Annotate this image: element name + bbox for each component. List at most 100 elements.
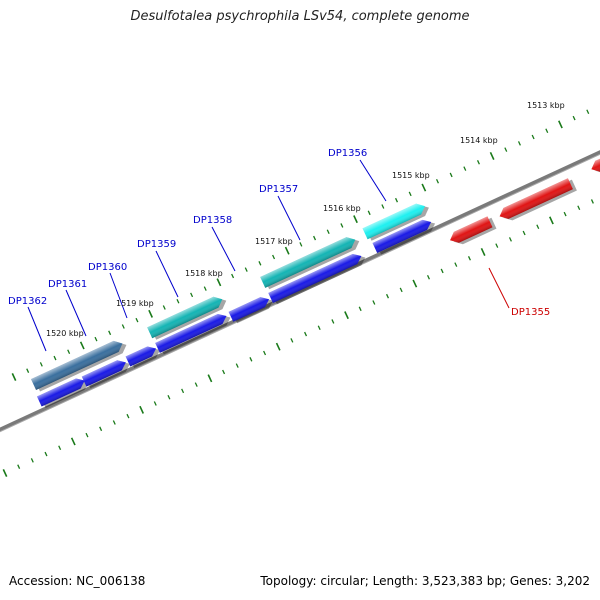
gene-label-dp1355[interactable]: DP1355 (511, 307, 550, 318)
minor-tick (167, 394, 171, 400)
gene-label-dp1358[interactable]: DP1358 (193, 215, 232, 226)
gene-arrow-dp1360 (125, 346, 161, 368)
major-tick (489, 152, 495, 160)
gene-arrow-shade (450, 216, 493, 243)
major-tick (139, 405, 145, 414)
genome-backbone (0, 150, 600, 432)
gene-label-dp1361[interactable]: DP1361 (48, 279, 87, 290)
ruler-label-1514: 1514 kbp (460, 136, 498, 145)
ruler-label-1520: 1520 kbp (46, 329, 84, 338)
minor-tick (317, 325, 321, 331)
gene-arrow-shade (228, 297, 270, 322)
genome-summary-text: Topology: circular; Length: 3,523,383 bp… (260, 574, 590, 588)
major-tick (70, 437, 76, 446)
minor-tick (476, 160, 480, 165)
major-tick (480, 248, 486, 256)
gene-label-dp1356[interactable]: DP1356 (328, 148, 367, 159)
minor-tick (326, 229, 330, 235)
outer-tick-ring (11, 103, 600, 381)
minor-tick (454, 262, 458, 267)
leader-line-6 (359, 159, 387, 202)
minor-tick (153, 401, 157, 406)
minor-tick (135, 317, 139, 323)
minor-tick (531, 134, 535, 140)
gene-track (31, 151, 600, 408)
minor-tick (590, 199, 594, 204)
minor-tick (194, 382, 198, 387)
major-tick (558, 120, 563, 129)
minor-tick (299, 242, 303, 247)
gene-arrow-reverse-2 (499, 178, 577, 221)
minor-tick (381, 204, 385, 209)
minor-tick (258, 261, 262, 266)
minor-tick (108, 330, 112, 336)
minor-tick (44, 451, 48, 457)
label-leader-lines (27, 159, 510, 352)
genome-backbone-shade (0, 153, 600, 433)
gene-arrow-dp1362 (36, 378, 89, 408)
minor-tick (176, 298, 180, 304)
ruler-labels: 1513 kbp 1514 kbp 1515 kbp 1516 kbp 1517… (46, 101, 565, 338)
minor-tick (522, 230, 526, 236)
minor-tick (536, 224, 540, 229)
gene-label-dp1362[interactable]: DP1362 (8, 296, 47, 307)
gene-arrow-dp1356 (372, 219, 436, 255)
highlight-dp1357 (260, 237, 360, 290)
minor-tick (394, 197, 399, 203)
minor-tick (331, 319, 335, 324)
minor-tick (572, 115, 576, 121)
gene-arrow-shade (372, 219, 432, 254)
gene-label-dp1360[interactable]: DP1360 (88, 262, 127, 273)
major-tick (207, 374, 213, 383)
gene-arrow-dp1359 (155, 313, 231, 355)
minor-tick (222, 369, 226, 375)
minor-tick (263, 350, 267, 356)
leader-line-2 (109, 272, 128, 319)
major-tick (275, 342, 281, 351)
minor-tick (495, 243, 499, 248)
minor-tick (121, 324, 125, 329)
ruler-label-1515: 1515 kbp (392, 171, 430, 180)
major-tick (148, 309, 154, 318)
minor-tick (126, 413, 130, 419)
ruler-label-1517: 1517 kbp (255, 237, 293, 246)
gene-arrow-shade (81, 360, 126, 387)
minor-tick (358, 306, 362, 312)
minor-tick (504, 147, 508, 152)
highlight-dp1362 (31, 340, 127, 392)
minor-tick (17, 464, 21, 469)
minor-tick (408, 191, 412, 197)
major-tick (549, 216, 554, 225)
minor-tick (58, 445, 62, 451)
gene-arrow-reverse-3 (591, 151, 600, 174)
minor-tick (85, 432, 89, 438)
minor-tick (231, 273, 235, 279)
minor-tick (290, 338, 294, 343)
gene-arrow-shade (31, 340, 123, 391)
minor-tick (399, 287, 403, 293)
ruler-label-1518: 1518 kbp (185, 269, 223, 278)
gene-arrow-shade (268, 253, 362, 303)
minor-tick (181, 388, 185, 394)
major-tick (421, 183, 427, 192)
gene-label-dp1359[interactable]: DP1359 (137, 239, 176, 250)
minor-tick (586, 109, 590, 115)
major-tick (79, 341, 85, 350)
minor-tick (39, 362, 43, 367)
gene-label-dp1357[interactable]: DP1357 (259, 184, 298, 195)
gene-arrow-dp1361 (81, 360, 130, 389)
minor-tick (385, 293, 390, 299)
minor-tick (99, 426, 103, 432)
minor-tick (426, 274, 431, 280)
minor-tick (67, 349, 71, 355)
gene-arrow-shade (499, 178, 573, 219)
leader-line-3 (155, 250, 179, 298)
leader-line-4 (211, 226, 236, 272)
gene-arrow-shade (147, 296, 223, 339)
minor-tick (372, 300, 376, 305)
minor-tick (577, 205, 581, 211)
major-tick (284, 246, 290, 255)
highlight-dp1356 (362, 203, 429, 241)
minor-tick (203, 286, 207, 291)
